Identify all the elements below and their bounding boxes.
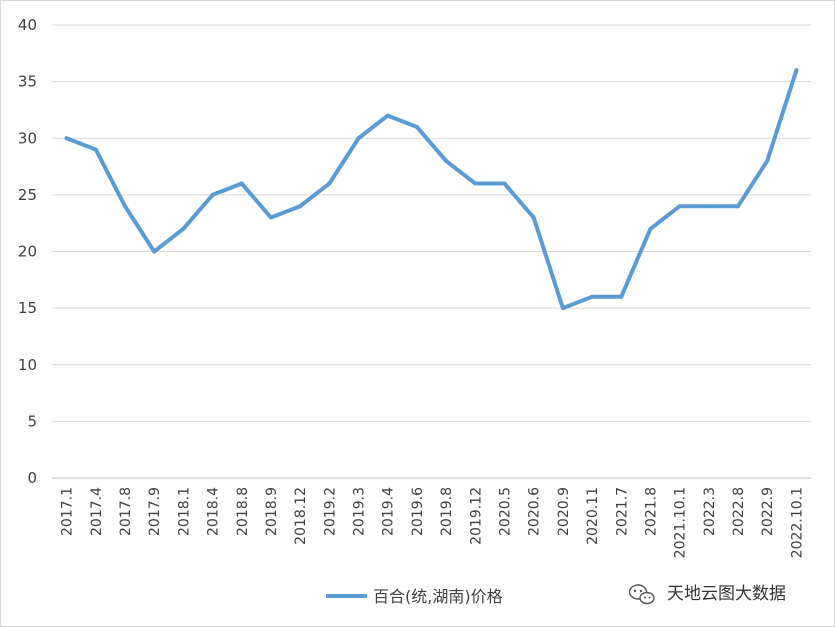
x-tick-label: 2020.11 [585,487,601,545]
y-tick-label: 25 [18,186,37,204]
y-tick-label: 40 [18,16,37,34]
series-line [64,68,799,311]
x-axis-ticks: 2017.1 2017.4 2017.8 2017.9 2018.1 2018.4 2018… [60,487,806,558]
y-tick-label: 20 [18,243,37,261]
x-tick-label: 2020.9 [556,487,572,536]
y-tick-label: 5 [27,412,37,430]
data-point [706,204,711,209]
data-point [64,136,69,141]
y-tick-label: 15 [18,299,37,317]
data-point [560,306,565,311]
data-point [502,181,507,186]
x-tick-label: 2017.9 [147,487,163,536]
x-tick-label: 2020.6 [527,487,543,536]
x-tick-label: 2017.4 [89,487,105,536]
y-tick-label: 35 [18,73,37,91]
legend-label: 百合(统,湖南)价格 [373,587,503,606]
x-tick-label: 2021.10.1 [673,487,689,558]
data-point [327,181,332,186]
x-tick-label: 2021.8 [643,487,659,536]
wechat-icon [628,584,655,605]
legend: 百合(统,湖南)价格 [326,587,503,606]
data-point [736,204,741,209]
data-point [385,113,390,118]
data-point [414,124,419,129]
y-tick-label: 30 [18,129,37,147]
x-tick-label: 2022.9 [760,487,776,536]
data-point [210,192,215,197]
y-tick-label: 10 [18,356,37,374]
data-point [677,204,682,209]
data-point [356,136,361,141]
x-tick-label: 2018.4 [206,487,222,536]
data-point [765,158,770,163]
x-tick-label: 2019.6 [410,487,426,536]
data-point [619,294,624,299]
x-tick-label: 2019.4 [381,487,397,536]
data-point [794,68,799,73]
y-axis-ticks: 0 5 10 15 20 25 30 35 40 [18,16,37,487]
data-point [152,249,157,254]
y-tick-label: 0 [27,469,37,487]
data-point [298,204,303,209]
x-tick-label: 2022.8 [731,487,747,536]
x-tick-label: 2018.12 [293,487,309,545]
x-tick-label: 2017.1 [60,487,76,536]
x-tick-label: 2019.12 [468,487,484,545]
x-tick-label: 2019.2 [322,487,338,536]
x-tick-label: 2019.3 [352,487,368,536]
data-point [122,204,127,209]
data-point [648,226,653,231]
data-point [590,294,595,299]
gridlines [52,24,811,479]
data-point [473,181,478,186]
x-tick-label: 2018.1 [176,487,192,536]
data-point [93,147,98,152]
x-tick-label: 2018.8 [235,487,251,536]
x-tick-label: 2018.9 [264,487,280,536]
data-point [239,181,244,186]
x-tick-label: 2020.5 [497,487,513,536]
data-point [444,158,449,163]
x-tick-label: 2022.3 [702,487,718,536]
data-point [181,226,186,231]
x-tick-label: 2017.8 [118,487,134,536]
data-point [531,215,536,220]
watermark: 天地云图大数据 [628,584,786,605]
x-tick-label: 2022.10.1 [789,487,805,558]
x-tick-label: 2021.7 [614,487,630,536]
series-layer [64,68,799,311]
x-tick-label: 2019.8 [439,487,455,536]
data-point [268,215,273,220]
watermark-text: 天地云图大数据 [667,584,786,604]
